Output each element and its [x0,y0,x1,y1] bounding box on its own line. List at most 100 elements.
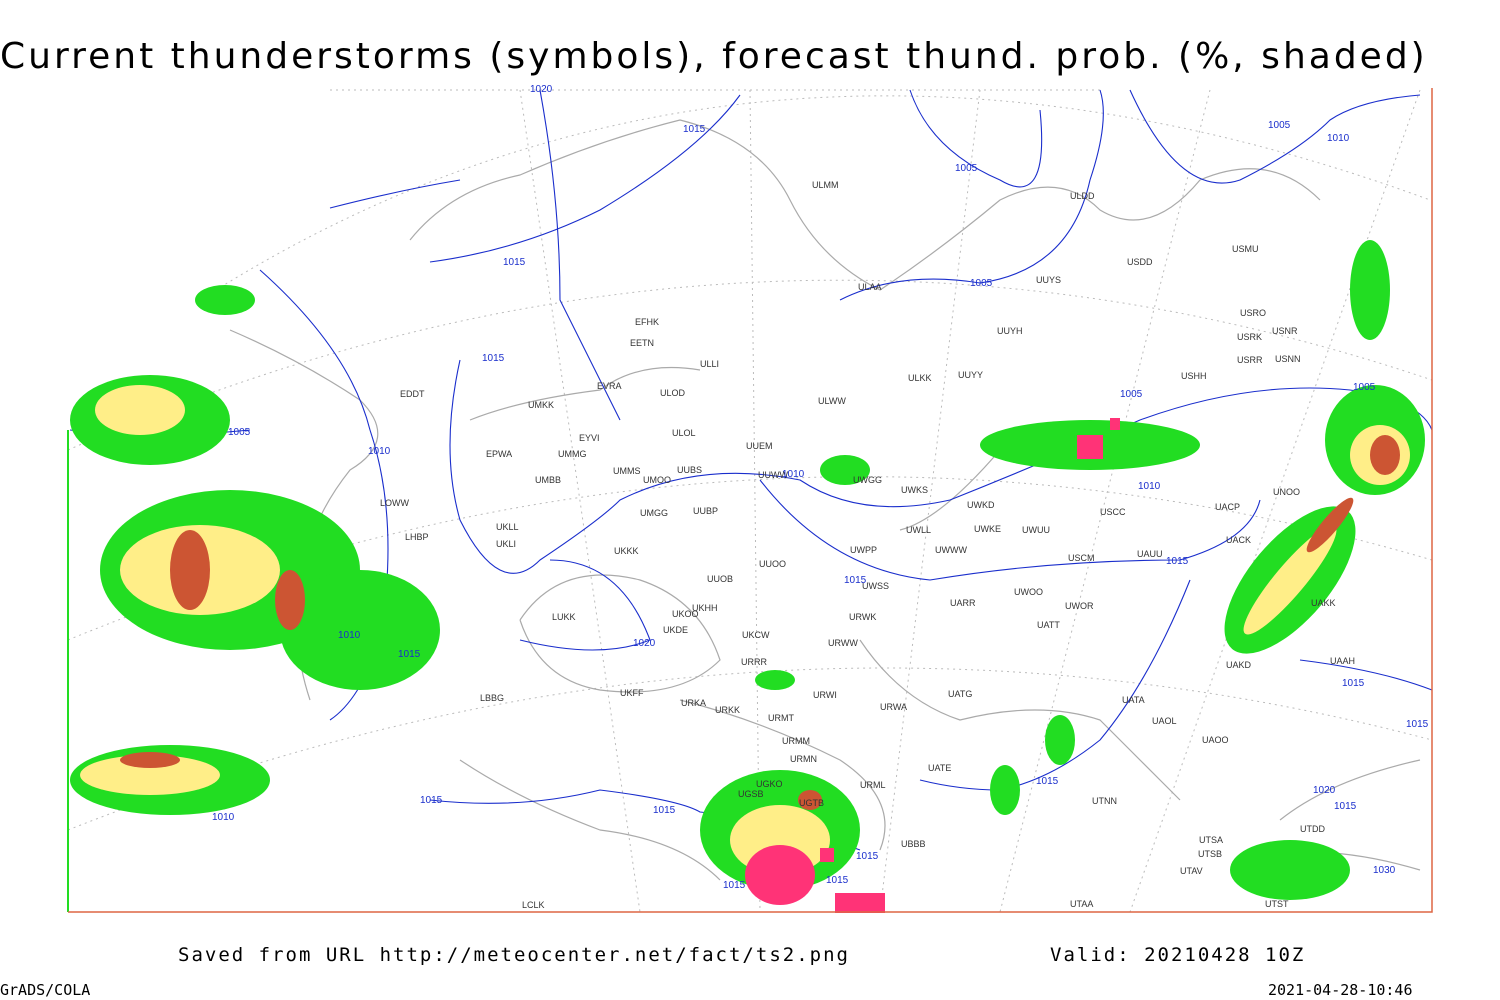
isobar-label: 1005 [1120,389,1143,400]
isobar-label: 1010 [1327,133,1350,144]
station-label: UATT [1037,620,1060,630]
graticule [67,89,1433,913]
isobar-label: 1010 [1138,481,1161,492]
station-label: URMM [782,736,810,746]
station-label: UWLL [906,525,931,535]
isobar-label: 1015 [398,649,421,660]
station-label: UNOO [1273,487,1300,497]
station-label: UTSA [1199,835,1223,845]
isobar-label: 1005 [1353,382,1376,393]
station-label: ULOL [672,428,696,438]
station-label: UUBS [677,465,702,475]
thunder-probability-high [120,435,1400,810]
station-label: UGTB [799,798,824,808]
station-label: UWOO [1014,587,1043,597]
isobar-label: 1015 [1342,678,1365,689]
station-label: UKFF [620,688,644,698]
isobar-label: 1015 [683,124,706,135]
station-label: USDD [1127,257,1153,267]
station-label: UUOO [759,559,786,569]
isobar-label: 1015 [856,851,879,862]
station-label: UTNN [1092,796,1117,806]
station-label: UMKK [528,400,554,410]
station-label: LBBG [480,693,504,703]
station-label: USCM [1068,553,1095,563]
station-label: URWI [813,690,837,700]
station-label: UUYH [997,326,1023,336]
isobar-label: 1020 [633,638,656,649]
title: Current thunderstorms (symbols), forecas… [0,36,1428,77]
station-label: LHBP [405,532,429,542]
station-label: UWPP [850,545,877,555]
isobar-label: 1020 [1313,785,1336,796]
station-label: URWW [828,638,858,648]
station-label: UACK [1226,535,1251,545]
station-label: URML [860,780,886,790]
station-label: UTST [1265,899,1289,909]
isobar-label: 1015 [844,575,867,586]
station-label: USHH [1181,371,1207,381]
station-label: ULKK [908,373,932,383]
station-label: EETN [630,338,654,348]
station-label: UKKK [614,546,639,556]
station-label: UMMG [558,449,587,459]
station-label: URWK [849,612,876,622]
station-label: UMBB [535,475,561,485]
isobar-label: 1030 [1373,865,1396,876]
station-label: UAOL [1152,716,1177,726]
timestamp: 2021-04-28-10:46 [1268,981,1413,999]
station-label: URWA [880,702,907,712]
station-label: UATA [1122,695,1145,705]
station-label: ULOD [660,388,686,398]
station-label: UACP [1215,502,1240,512]
isobars [69,89,1433,851]
station-label: UWKD [967,500,995,510]
station-label: UWOR [1065,601,1094,611]
station-label: URMT [768,713,794,723]
station-label: UTAA [1070,899,1093,909]
station-label: EPWA [486,449,512,459]
station-label: UKCW [742,630,770,640]
station-label: ULWW [818,396,846,406]
station-label: UATG [948,689,972,699]
station-label: USCC [1100,507,1126,517]
station-label: USNN [1275,354,1301,364]
station-label: UWSS [862,581,889,591]
isobar-label: 1015 [653,805,676,816]
station-label: UKDE [663,625,688,635]
isobar-label: 1010 [212,812,235,823]
station-label: EFHK [635,317,659,327]
station-label: UWWW [935,545,967,555]
station-label: LOWW [380,498,410,508]
station-label: UAAH [1330,656,1355,666]
station-label: EVRA [597,381,622,391]
isobar-label: 1015 [1406,719,1429,730]
station-label: USRO [1240,308,1266,318]
station-label: UKLL [496,522,519,532]
station-label: USRK [1237,332,1262,342]
map-layout [67,88,1433,913]
valid-time: Valid: 20210428 10Z [1050,944,1305,966]
station-label: USNR [1272,326,1298,336]
station-label: UMMS [613,466,641,476]
station-label: UWGG [853,475,882,485]
station-label: UUBP [693,506,718,516]
isobar-label: 1015 [503,257,526,268]
isobar-label: 1015 [826,875,849,886]
storm-symbols [745,418,1120,913]
station-label: ULAA [858,282,882,292]
software: GrADS/COLA [0,981,90,999]
station-label: URRR [741,657,767,667]
isobar-label: 1015 [420,795,443,806]
station-label: UAKD [1226,660,1252,670]
isobar-label: 1015 [1036,776,1059,787]
station-label: USRR [1237,355,1263,365]
station-label: UTSB [1198,849,1222,859]
station-label: UAUU [1137,549,1163,559]
station-label: UUWW [758,470,788,480]
station-label: UTAV [1180,866,1203,876]
station-label: UUOB [707,574,733,584]
station-label: UMGG [640,508,668,518]
station-label: UATE [928,763,951,773]
